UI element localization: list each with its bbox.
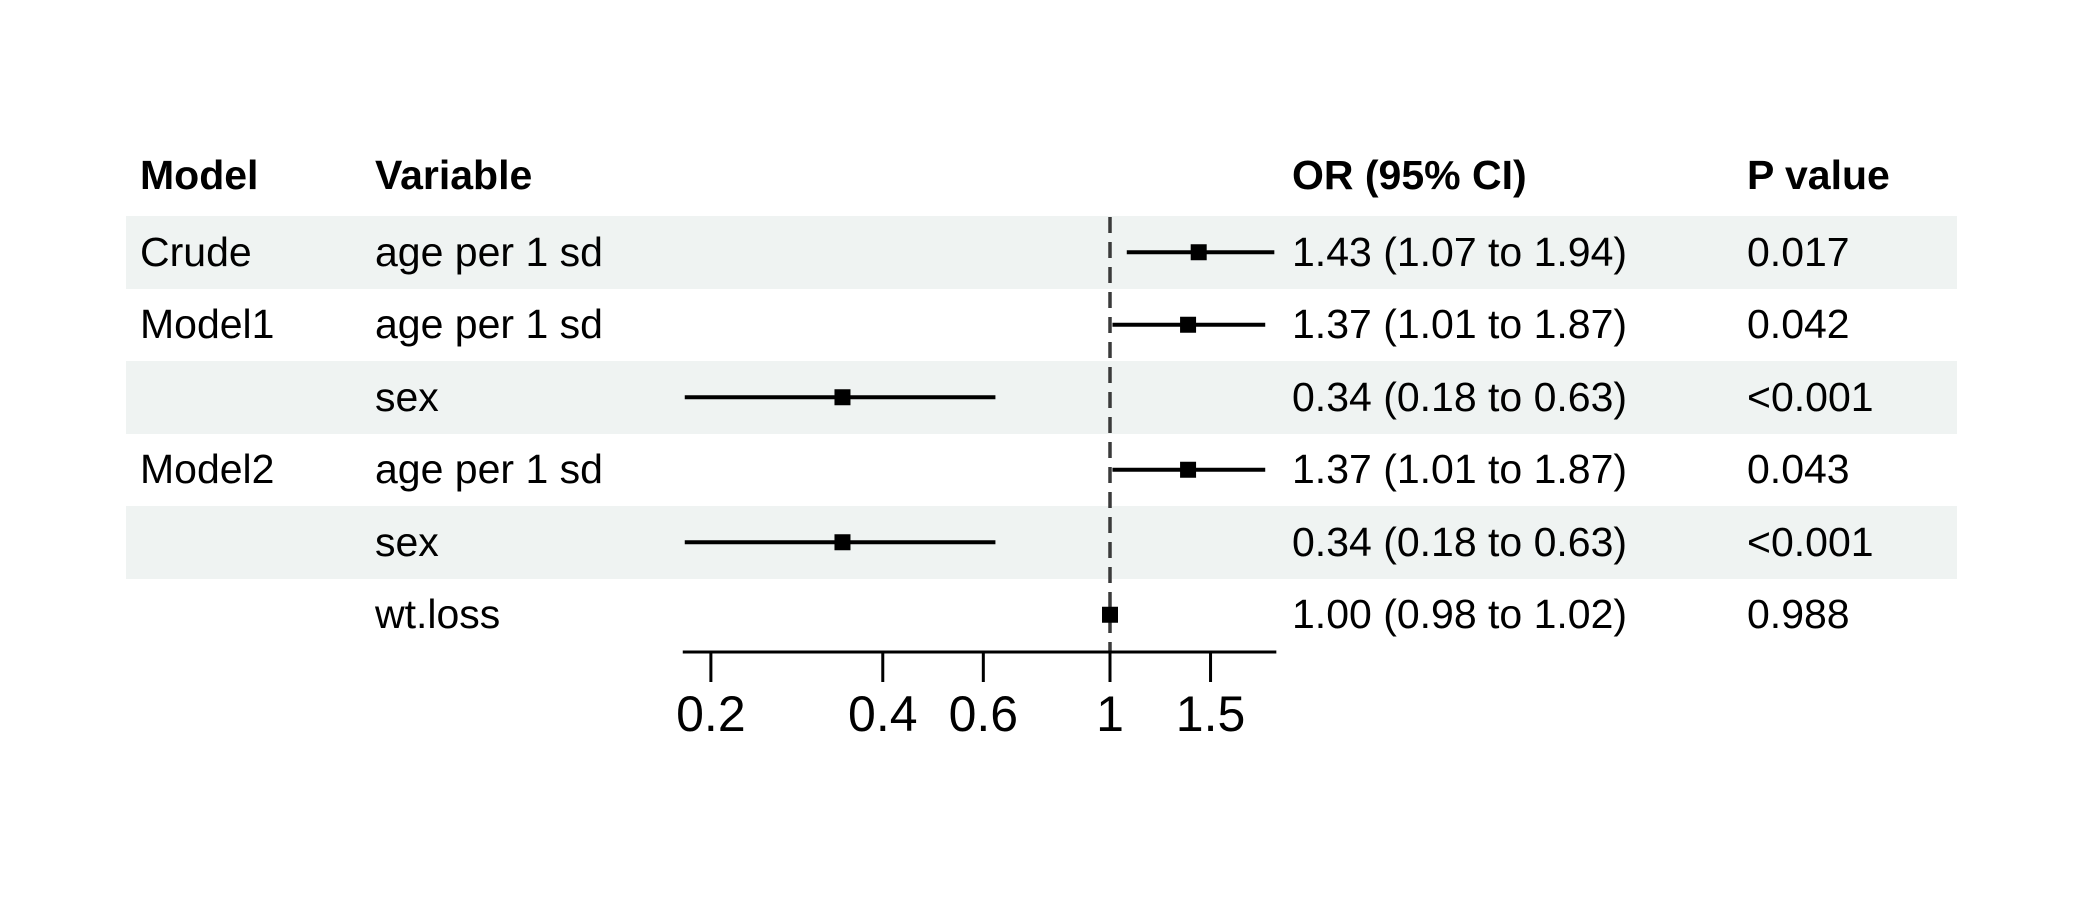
cell-or-ci: 0.34 (0.18 to 0.63) bbox=[1292, 373, 1628, 420]
cell-or-ci: 0.34 (0.18 to 0.63) bbox=[1292, 518, 1628, 565]
cell-or-ci: 1.37 (1.01 to 1.87) bbox=[1292, 301, 1628, 348]
cell-model: Model1 bbox=[140, 301, 275, 348]
cell-variable: sex bbox=[375, 518, 439, 565]
or-marker bbox=[834, 534, 851, 551]
or-marker bbox=[1102, 606, 1118, 623]
x-axis-tick-label: 1.5 bbox=[1176, 686, 1246, 742]
or-marker bbox=[1180, 316, 1197, 333]
x-axis-tick-label: 0.2 bbox=[676, 686, 746, 742]
or-marker bbox=[1190, 244, 1207, 261]
column-header-variable: Variable bbox=[375, 151, 533, 198]
table-row-stripe bbox=[126, 361, 1957, 434]
cell-model: Crude bbox=[140, 228, 252, 275]
cell-or-ci: 1.37 (1.01 to 1.87) bbox=[1292, 446, 1628, 493]
cell-variable: wt.loss bbox=[375, 591, 501, 638]
cell-model: Model2 bbox=[140, 446, 275, 493]
cell-variable: age per 1 sd bbox=[375, 301, 603, 348]
cell-variable: age per 1 sd bbox=[375, 446, 603, 493]
cell-or-ci: 1.43 (1.07 to 1.94) bbox=[1292, 228, 1628, 275]
cell-p-value: <0.001 bbox=[1747, 518, 1874, 565]
or-marker bbox=[834, 389, 851, 406]
table-row-stripe bbox=[126, 216, 1957, 289]
x-axis-tick-label: 0.6 bbox=[949, 686, 1019, 742]
column-header-model: Model bbox=[140, 151, 259, 198]
cell-p-value: 0.988 bbox=[1747, 591, 1850, 638]
cell-p-value: 0.042 bbox=[1747, 301, 1850, 348]
x-axis-tick-label: 1 bbox=[1096, 686, 1124, 742]
cell-p-value: <0.001 bbox=[1747, 373, 1874, 420]
x-axis-tick-label: 0.4 bbox=[848, 686, 918, 742]
cell-p-value: 0.043 bbox=[1747, 446, 1850, 493]
cell-variable: sex bbox=[375, 373, 439, 420]
table-row-stripe bbox=[126, 506, 1957, 579]
cell-or-ci: 1.00 (0.98 to 1.02) bbox=[1292, 591, 1628, 638]
cell-variable: age per 1 sd bbox=[375, 228, 603, 275]
or-marker bbox=[1180, 461, 1197, 478]
column-header-p-value: P value bbox=[1747, 151, 1890, 198]
cell-p-value: 0.017 bbox=[1747, 228, 1850, 275]
column-header-or-ci: OR (95% CI) bbox=[1292, 151, 1527, 198]
